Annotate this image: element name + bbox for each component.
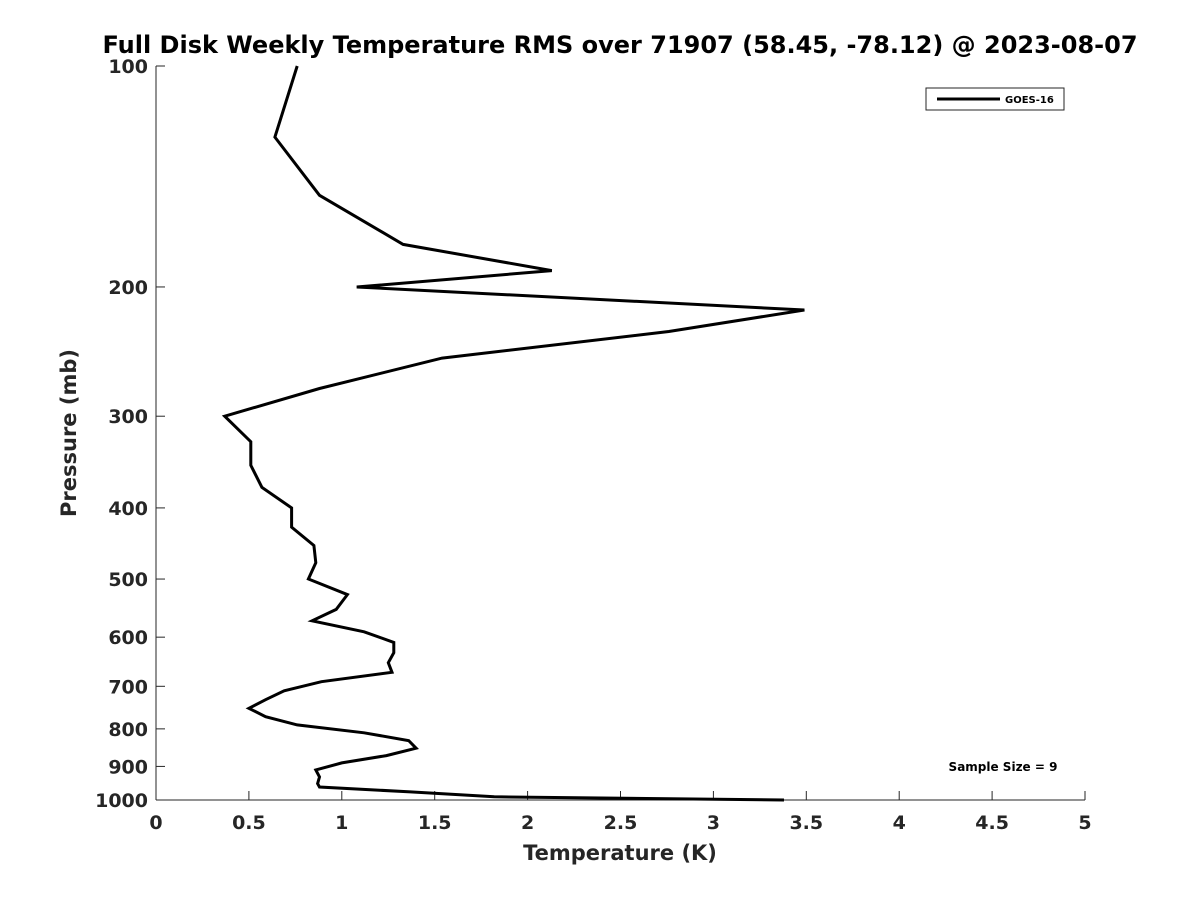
y-axis-label: Pressure (mb) [57, 349, 81, 517]
sample-size-annotation: Sample Size = 9 [949, 760, 1058, 774]
y-tick-label: 300 [108, 406, 148, 428]
x-tick-label: 2.5 [604, 812, 638, 834]
plot-area: 0 0.5 1 1.5 2 2.5 3 3.5 4 4.5 5 100 200 300 400 500 600 7… [95, 56, 1092, 834]
y-tick-label: 100 [108, 56, 148, 78]
y-tick-label: 200 [108, 277, 148, 299]
x-tick-label: 0 [149, 812, 162, 834]
x-tick-label: 5 [1078, 812, 1091, 834]
x-tick-label: 0.5 [232, 812, 266, 834]
y-tick-label: 1000 [95, 790, 148, 812]
legend-label-goes-16: GOES-16 [1005, 95, 1054, 106]
y-tick-label: 800 [108, 719, 148, 741]
y-tick-label: 400 [108, 498, 148, 520]
x-tick-label: 3 [707, 812, 720, 834]
chart-title: Full Disk Weekly Temperature RMS over 71… [102, 31, 1137, 59]
x-axis-label: Temperature (K) [523, 841, 717, 865]
x-tick-label: 1 [335, 812, 348, 834]
y-tick-label: 700 [108, 676, 148, 698]
x-tick-label: 3.5 [789, 812, 823, 834]
y-tick-label: 600 [108, 627, 148, 649]
y-tick-label: 900 [108, 756, 148, 778]
x-tick-label: 2 [521, 812, 534, 834]
x-tick-label: 1.5 [418, 812, 452, 834]
x-tick-label: 4 [893, 812, 906, 834]
x-tick-label: 4.5 [975, 812, 1009, 834]
y-tick-label: 500 [108, 569, 148, 591]
legend: GOES-16 [925, 87, 1065, 111]
series-line-goes-16 [221, 65, 805, 802]
